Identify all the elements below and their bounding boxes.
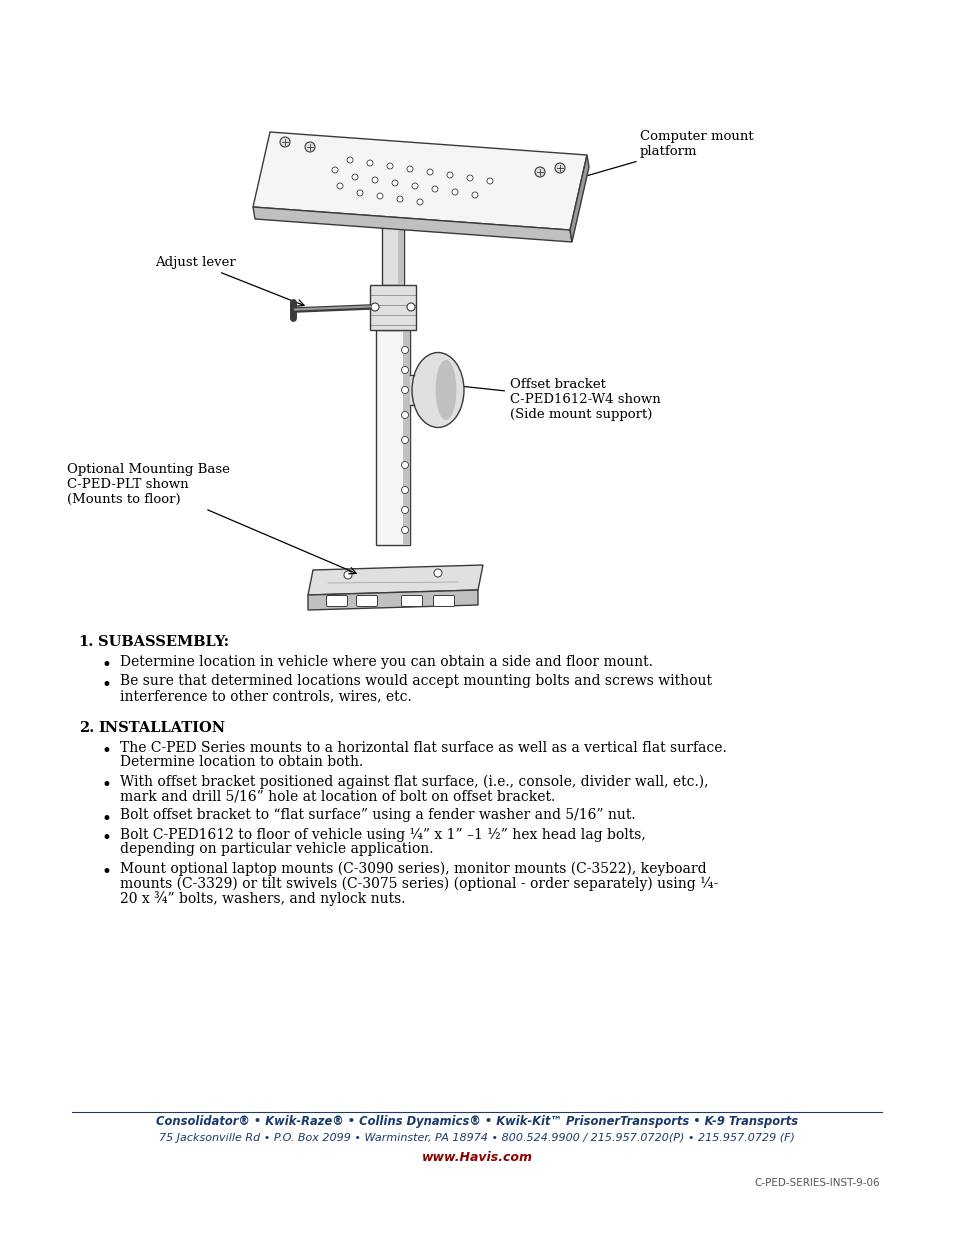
Text: •: • [102, 742, 112, 760]
Bar [370, 285, 416, 330]
Text: mark and drill 5/16” hole at location of bolt on offset bracket.: mark and drill 5/16” hole at location of… [120, 789, 555, 803]
Ellipse shape [436, 359, 456, 420]
Text: •: • [102, 677, 112, 694]
Circle shape [535, 167, 544, 177]
Text: C-PED-SERIES-INST-9-06: C-PED-SERIES-INST-9-06 [754, 1178, 879, 1188]
Text: Adjust lever: Adjust lever [154, 256, 304, 306]
Polygon shape [253, 132, 586, 230]
Text: The C-PED Series mounts to a horizontal flat surface as well as a vertical flat : The C-PED Series mounts to a horizontal … [120, 741, 726, 755]
Circle shape [434, 569, 441, 577]
Text: •: • [102, 777, 112, 794]
Circle shape [401, 436, 408, 443]
Polygon shape [308, 590, 477, 610]
Text: interference to other controls, wires, etc.: interference to other controls, wires, e… [120, 689, 412, 703]
Bar [397, 225, 403, 285]
Circle shape [432, 186, 437, 191]
Bar [410, 375, 437, 405]
Circle shape [427, 169, 433, 175]
Text: 20 x ¾” bolts, washers, and nylock nuts.: 20 x ¾” bolts, washers, and nylock nuts. [120, 890, 405, 906]
Circle shape [352, 174, 357, 180]
Text: 75 Jacksonville Rd • P.O. Box 2099 • Warminster, PA 18974 • 800.524.9900 / 215.9: 75 Jacksonville Rd • P.O. Box 2099 • War… [159, 1132, 794, 1144]
Circle shape [332, 167, 337, 173]
Bar [381, 225, 403, 285]
Text: •: • [102, 864, 112, 881]
Circle shape [472, 191, 477, 198]
Polygon shape [569, 156, 588, 242]
Circle shape [467, 175, 473, 182]
Text: Determine location to obtain both.: Determine location to obtain both. [120, 755, 363, 769]
Circle shape [376, 193, 382, 199]
Circle shape [452, 189, 457, 195]
Circle shape [367, 161, 373, 165]
Circle shape [555, 163, 564, 173]
Text: Be sure that determined locations would accept mounting bolts and screws without: Be sure that determined locations would … [120, 674, 711, 688]
FancyBboxPatch shape [356, 595, 377, 606]
Circle shape [392, 180, 397, 186]
Circle shape [401, 487, 408, 494]
Text: mounts (C-3329) or tilt swivels (C-3075 series) (optional - order separately) us: mounts (C-3329) or tilt swivels (C-3075 … [120, 877, 718, 890]
Polygon shape [308, 564, 482, 595]
Text: 2.: 2. [79, 720, 94, 735]
Text: Optional Mounting Base
C-PED-PLT shown
(Mounts to floor): Optional Mounting Base C-PED-PLT shown (… [67, 463, 355, 574]
Circle shape [407, 165, 413, 172]
Text: Computer mount
platform: Computer mount platform [558, 130, 753, 185]
Text: With offset bracket positioned against flat surface, (i.e., console, divider wal: With offset bracket positioned against f… [120, 774, 708, 789]
Circle shape [401, 411, 408, 419]
Circle shape [412, 183, 417, 189]
Circle shape [356, 190, 363, 196]
Ellipse shape [412, 352, 463, 427]
Bar [402, 330, 410, 545]
Text: •: • [102, 657, 112, 674]
Text: 1.: 1. [79, 635, 94, 650]
Circle shape [447, 172, 453, 178]
Text: •: • [102, 830, 112, 847]
Circle shape [416, 199, 422, 205]
Polygon shape [253, 207, 572, 242]
Circle shape [336, 183, 343, 189]
Text: SUBASSEMBLY:: SUBASSEMBLY: [98, 635, 229, 650]
Circle shape [371, 303, 378, 311]
Circle shape [347, 157, 353, 163]
Text: Offset bracket
C-PED1612-W4 shown
(Side mount support): Offset bracket C-PED1612-W4 shown (Side … [454, 378, 660, 421]
Circle shape [401, 526, 408, 534]
Text: depending on particular vehicle application.: depending on particular vehicle applicat… [120, 842, 433, 857]
Circle shape [387, 163, 393, 169]
Text: www.Havis.com: www.Havis.com [421, 1151, 532, 1165]
Text: Bolt offset bracket to “flat surface” using a fender washer and 5/16” nut.: Bolt offset bracket to “flat surface” us… [120, 809, 635, 823]
Text: Consolidator® • Kwik-Raze® • Collins Dynamics® • Kwik-Kit™ PrisonerTransports • : Consolidator® • Kwik-Raze® • Collins Dyn… [155, 1115, 798, 1128]
Text: INSTALLATION: INSTALLATION [98, 720, 225, 735]
Text: Mount optional laptop mounts (C-3090 series), monitor mounts (C-3522), keyboard: Mount optional laptop mounts (C-3090 ser… [120, 862, 706, 877]
Circle shape [486, 178, 493, 184]
Circle shape [344, 571, 352, 579]
Circle shape [305, 142, 314, 152]
Text: Bolt C-PED1612 to floor of vehicle using ¼” x 1” –1 ½” hex head lag bolts,: Bolt C-PED1612 to floor of vehicle using… [120, 827, 645, 842]
Circle shape [401, 506, 408, 514]
Circle shape [407, 303, 415, 311]
FancyBboxPatch shape [326, 595, 347, 606]
Circle shape [372, 177, 377, 183]
Text: Determine location in vehicle where you can obtain a side and floor mount.: Determine location in vehicle where you … [120, 655, 652, 669]
FancyBboxPatch shape [433, 595, 454, 606]
Text: •: • [102, 810, 112, 827]
Circle shape [396, 196, 402, 203]
Circle shape [280, 137, 290, 147]
Circle shape [401, 462, 408, 468]
Circle shape [401, 367, 408, 373]
Bar [375, 330, 410, 545]
Circle shape [401, 347, 408, 353]
Circle shape [401, 387, 408, 394]
FancyBboxPatch shape [401, 595, 422, 606]
